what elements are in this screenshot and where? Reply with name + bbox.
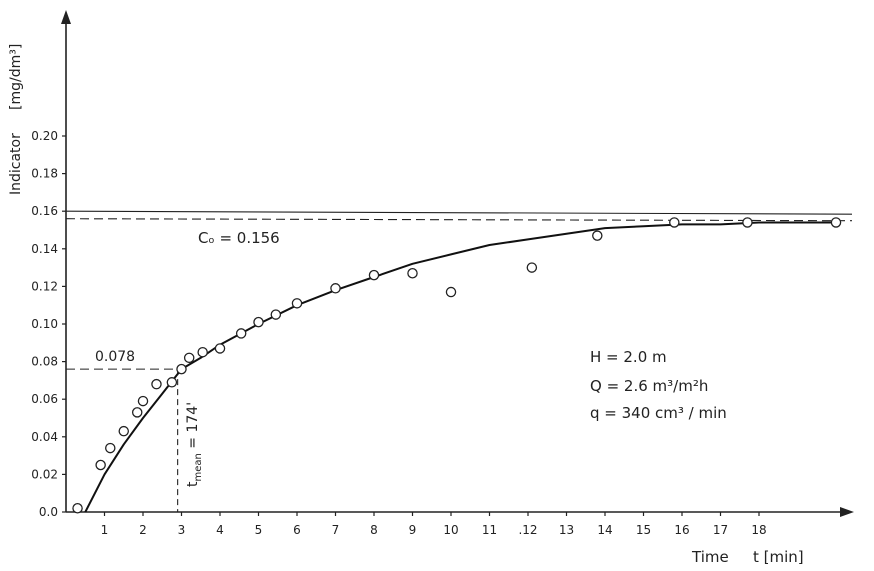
measured-point: [330, 283, 341, 294]
labels-group: Indicator[mg/dm³]Time t [min]Cₒ = 0.1560.…: [8, 44, 804, 566]
mean-time-symbol: t: [185, 481, 201, 487]
measured-point: [270, 309, 282, 320]
y-tick-label: 0.04: [31, 430, 58, 444]
measured-point: [592, 230, 603, 241]
mean-time-label: tmean = 174': [185, 402, 204, 487]
y-axis-label: Indicator: [8, 133, 24, 195]
y-axis-arrow: [61, 10, 71, 24]
saturation-solid-line: [65, 210, 853, 215]
x-tick-label: 2: [139, 523, 147, 537]
measured-point: [830, 217, 842, 228]
x-tick-label: 3: [178, 523, 186, 537]
x-tick-label: 11: [482, 523, 497, 537]
parameter-annotation: Q = 2.6 m³/m²h: [590, 377, 708, 395]
x-tick-label: 15: [636, 523, 651, 537]
y-tick-label: 0.14: [31, 242, 58, 256]
x-tick-label: 18: [751, 523, 766, 537]
x-axis-unit: t [min]: [753, 548, 804, 566]
ticks-group: 0.0 0.02 0.04 0.06 0.08 0.10 0.12 0.14 0.16 0.18 0…: [31, 129, 766, 537]
measured-point: [151, 378, 162, 390]
x-tick-label: 7: [332, 523, 340, 537]
measured-point: [253, 316, 264, 328]
y-tick-label: 0.20: [31, 129, 58, 143]
measured-point: [176, 363, 187, 375]
c0-label: Cₒ = 0.156: [198, 229, 280, 247]
half-value-label: 0.078: [95, 349, 135, 365]
parameter-annotation: H = 2.0 m: [590, 348, 667, 366]
measured-point: [291, 298, 303, 309]
measured-point: [742, 217, 753, 228]
mean-time-subscript: mean: [193, 453, 204, 481]
measured-point: [197, 346, 208, 358]
measured-point: [131, 407, 143, 418]
y-tick-label: 0.12: [31, 279, 58, 293]
x-tick-label: 9: [409, 523, 417, 537]
measured-point: [105, 442, 116, 454]
x-tick-label: 8: [370, 523, 378, 537]
x-axis-arrow: [840, 507, 854, 517]
x-tick-label: 1: [101, 523, 109, 537]
measured-point: [407, 267, 418, 279]
measured-point: [72, 502, 83, 514]
y-tick-label: 0.10: [31, 317, 58, 331]
reference-lines: [65, 210, 853, 512]
y-tick-label: 0.02: [31, 467, 58, 481]
x-tick-label: .12: [518, 523, 537, 537]
measured-point: [183, 352, 195, 364]
x-tick-label: 6: [293, 523, 301, 537]
x-tick-label: 14: [597, 523, 612, 537]
x-tick-label: 4: [216, 523, 224, 537]
measured-point: [526, 262, 538, 273]
measured-point: [445, 286, 457, 298]
measured-point: [137, 395, 149, 407]
x-tick-label: 5: [255, 523, 263, 537]
axes: [61, 10, 854, 517]
x-tick-label: 13: [559, 523, 574, 537]
x-axis-label: Time: [691, 548, 729, 566]
y-tick-label: 0.06: [31, 392, 58, 406]
mean-time-value: = 174': [185, 402, 201, 453]
measured-point: [214, 343, 226, 354]
y-tick-label: 0.18: [31, 167, 58, 181]
fitted-curve: [84, 221, 836, 513]
parameter-annotation: q = 340 cm³ / min: [590, 404, 727, 422]
y-axis-unit: [mg/dm³]: [8, 44, 24, 110]
x-tick-label: 16: [674, 523, 689, 537]
measured-point: [166, 377, 178, 388]
measured-point: [669, 217, 680, 228]
measured-point: [118, 425, 130, 437]
measured-point: [368, 269, 380, 281]
y-tick-label: 0.16: [31, 204, 58, 218]
y-tick-label: 0.0: [39, 505, 58, 519]
x-tick-label: 17: [713, 523, 728, 537]
c0-dashed-line: [65, 218, 853, 222]
y-tick-label: 0.08: [31, 355, 58, 369]
measured-points-group: [72, 217, 842, 514]
measured-point: [235, 328, 247, 339]
fitted-curve-group: [84, 221, 836, 513]
x-tick-label: 10: [443, 523, 458, 537]
measured-point: [95, 459, 106, 471]
